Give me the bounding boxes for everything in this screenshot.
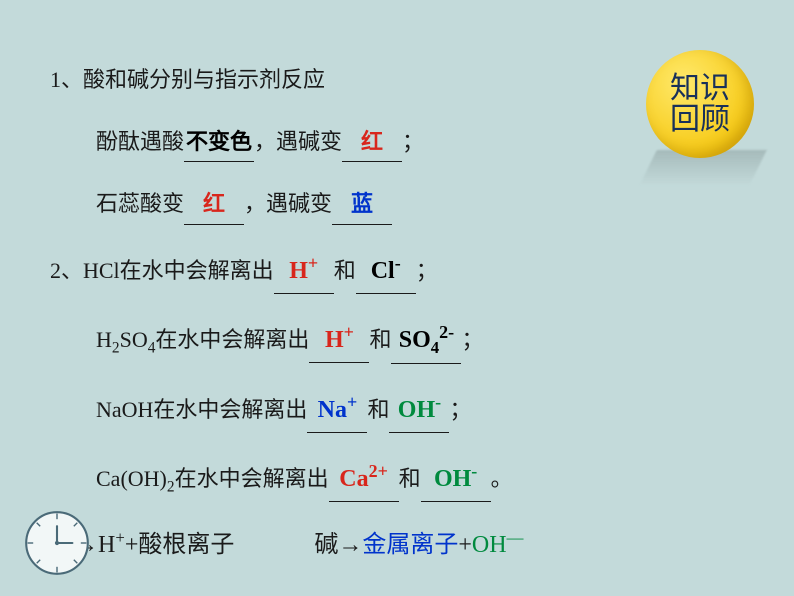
blank-naoh-2: OH- (389, 386, 449, 433)
text: 和 (399, 466, 421, 491)
ion-oh-minus: OH- (398, 397, 441, 423)
q2-caoh2: Ca(OH)2在水中会解离出 Ca2+ 和 OH- 。 (50, 455, 670, 502)
text: 在水中会解离出 (155, 327, 309, 352)
formula-h2so4: H2SO4 (96, 327, 155, 352)
summary-base: 碱→金属离子+OH— (314, 524, 523, 559)
blank-caoh-2: OH- (421, 455, 491, 502)
text: 和 (369, 327, 391, 352)
text: NaOH在水中会解离出 (96, 397, 307, 422)
blank-phenol-base: 红 (342, 122, 402, 163)
answer-blue: 蓝 (351, 191, 373, 216)
blank-h2so4-1: H+ (309, 316, 369, 363)
text: ； (449, 397, 471, 422)
oh-text: OH— (472, 532, 523, 558)
blank-hcl-2: Cl- (356, 247, 416, 294)
answer-red: 红 (361, 129, 383, 154)
blank-h2so4-2: SO42- (391, 316, 461, 364)
answer-no-change: 不变色 (186, 129, 252, 154)
formula-caoh2: Ca(OH)2 (96, 466, 175, 491)
clock-icon (22, 508, 92, 578)
ion-na-plus: Na+ (318, 397, 358, 423)
text: ； (402, 129, 424, 154)
blank-phenol-acid: 不变色 (184, 122, 254, 163)
text: 在水中会解离出 (175, 466, 329, 491)
summary-row: 酸→H++酸根离子 碱→金属离子+OH— (50, 524, 670, 559)
badge-line1: 知识 (670, 73, 730, 105)
q1-phenolphthalein: 酚酞遇酸不变色，遇碱变红 ； (50, 122, 670, 163)
metal-ion-text: 金属离子 (362, 532, 458, 558)
blank-litmus-base: 蓝 (332, 184, 392, 225)
text: 和 (367, 397, 389, 422)
ion-oh-minus: OH- (434, 466, 477, 492)
blank-naoh-1: Na+ (307, 386, 367, 433)
q2-h2so4: H2SO4在水中会解离出 H+ 和 SO42- ； (50, 316, 670, 364)
q1-title: 1、酸和碱分别与指示剂反应 (50, 60, 670, 100)
ion-so4: SO42- (399, 327, 454, 353)
q2-naoh: NaOH在水中会解离出 Na+ 和 OH- ； (50, 386, 670, 433)
blank-litmus-acid: 红 (184, 184, 244, 225)
answer-red: 红 (203, 191, 225, 216)
ion-h-plus: H+ (289, 258, 318, 284)
ion-ca-2plus: Ca2+ (339, 466, 388, 492)
slide-content: 1、酸和碱分别与指示剂反应 酚酞遇酸不变色，遇碱变红； 石蕊酸变红，遇碱变蓝 2… (50, 60, 670, 559)
blank-caoh-1: Ca2+ (329, 455, 399, 502)
blank-hcl-1: H+ (274, 247, 334, 294)
text: ，遇碱变 (254, 129, 342, 154)
text: 石蕊酸变 (96, 191, 184, 216)
q1-litmus: 石蕊酸变红 ，遇碱变蓝 (50, 184, 670, 225)
q2-hcl: 2、HCl在水中会解离出 H+ 和 Cl- ； (50, 247, 670, 294)
text: 和 (334, 258, 356, 283)
text: ，遇碱变 (244, 191, 332, 216)
badge-line2: 回顾 (670, 104, 730, 136)
text: ； (416, 258, 438, 283)
text: 。 (491, 466, 513, 491)
text: 酚酞遇酸 (96, 129, 184, 154)
ion-h-plus: H+ (325, 327, 354, 353)
text: ； (461, 327, 483, 352)
ion-cl-minus: Cl- (371, 258, 401, 284)
text: 2、HCl在水中会解离出 (50, 258, 274, 283)
